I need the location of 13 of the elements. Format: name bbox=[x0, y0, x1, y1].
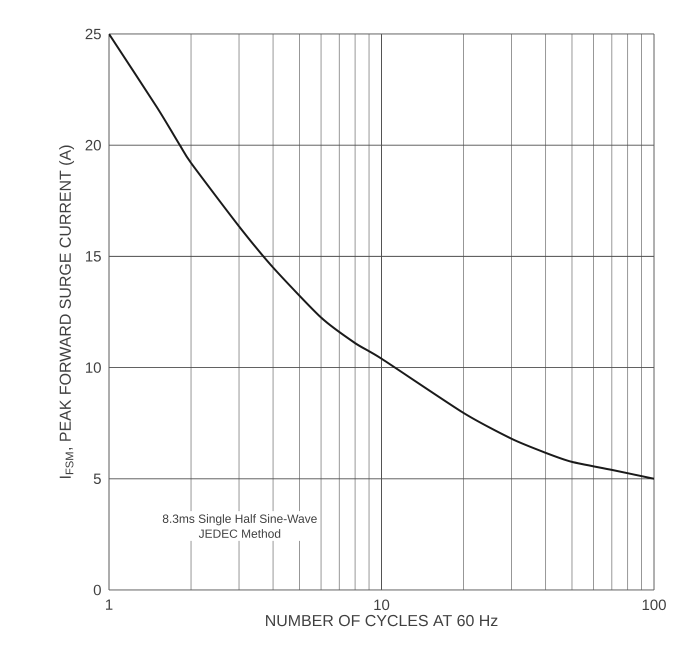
y-tick-label: 10 bbox=[86, 362, 101, 373]
x-tick-label: 100 bbox=[642, 600, 666, 610]
y-axis-title: I$_{FSM}$, PEAK FORWARD SURGE CURRENT (A) bbox=[59, 146, 74, 478]
annotation: JEDEC Method bbox=[198, 529, 280, 538]
y-tick-label: 5 bbox=[94, 474, 101, 484]
x-tick-label: 10 bbox=[374, 600, 390, 610]
x-axis-title: NUMBER OF CYCLES AT 60 Hz bbox=[266, 614, 498, 626]
x-tick-label: 1 bbox=[106, 600, 112, 610]
y-tick-label: 20 bbox=[86, 140, 101, 150]
y-tick-label: 0 bbox=[94, 584, 101, 596]
annotation: 8.3ms Single Half Sine-Wave bbox=[162, 514, 317, 526]
y-tick-label: 25 bbox=[86, 28, 101, 40]
y-tick-label: 15 bbox=[86, 251, 101, 262]
